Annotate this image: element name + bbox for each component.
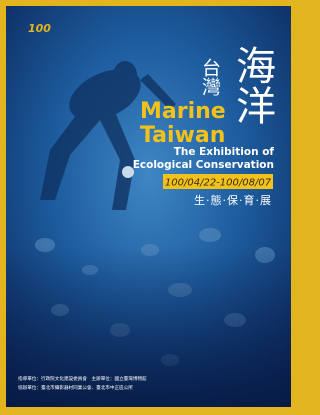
poster: 100 台灣 海洋 Marine Taiwan The Exhibition o… (0, 0, 297, 415)
title-english: Marine (140, 99, 226, 124)
logo: 100 (28, 22, 51, 35)
tagline: 生·態·保·育·展 (194, 193, 272, 207)
credits: 指導單位：行政院文化建設委員會 主辦單位：國立臺灣博物館 (18, 375, 147, 382)
title-vertical-small: 台灣 (199, 58, 221, 97)
title-english: Taiwan (140, 123, 225, 148)
subtitle: The Exhibition of (174, 146, 275, 158)
title-vertical-large: 海洋 (229, 45, 275, 125)
date: 100/04/22-100/08/07 (165, 178, 272, 189)
credits: 協辦單位：臺北市攝影器材同業公會、臺北市中正區公所 (18, 384, 133, 391)
subtitle: Ecological Conservation (133, 159, 274, 171)
